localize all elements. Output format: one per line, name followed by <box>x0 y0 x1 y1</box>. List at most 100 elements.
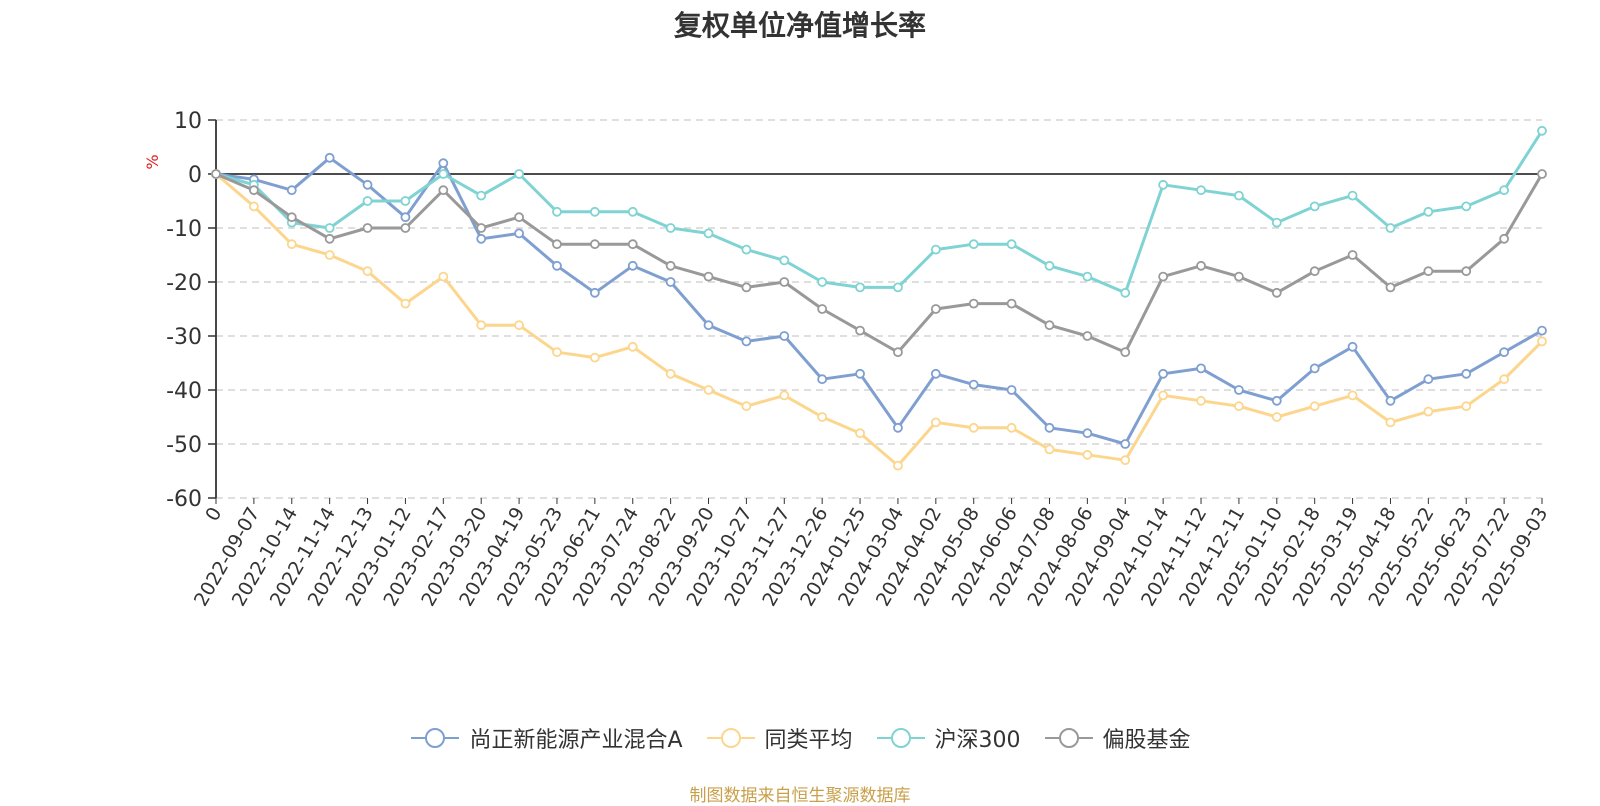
series-point <box>703 228 714 239</box>
legend-item[interactable]: 同类平均 <box>705 722 853 754</box>
series-point <box>1158 390 1169 401</box>
series-point <box>476 190 487 201</box>
legend-label: 同类平均 <box>764 728 853 753</box>
series-point <box>1347 190 1358 201</box>
series-point <box>1385 395 1396 406</box>
series-point <box>1347 341 1358 352</box>
series-point <box>930 368 941 379</box>
series-point <box>1006 298 1017 309</box>
series-point <box>286 239 297 250</box>
series-point <box>1499 233 1510 244</box>
x-tick-label: 0 <box>201 504 226 525</box>
series-point <box>211 169 221 179</box>
series-point <box>362 223 373 233</box>
series-point <box>514 212 524 223</box>
series-point <box>817 412 828 422</box>
y-tick-label: 0 <box>188 163 202 188</box>
y-axis-unit-label: % <box>143 154 162 169</box>
series-point <box>1347 250 1358 260</box>
series-point <box>1082 449 1093 460</box>
series-line <box>214 156 1544 446</box>
legend-label: 沪深300 <box>934 728 1021 753</box>
y-tick-label: -50 <box>166 433 202 458</box>
series-point <box>1082 271 1093 282</box>
series-point <box>514 169 524 179</box>
legend-marker-icon <box>1044 728 1093 748</box>
series-point <box>893 282 903 293</box>
series-point <box>1537 169 1547 179</box>
series-group <box>211 152 1547 449</box>
series-point <box>1309 363 1320 374</box>
series-point <box>855 325 865 336</box>
series-point <box>627 260 638 271</box>
series-point <box>1006 239 1017 250</box>
series-point <box>248 201 259 212</box>
series-point <box>627 206 638 217</box>
series-point <box>438 169 449 179</box>
series-point <box>1309 266 1320 277</box>
series-point <box>324 223 335 233</box>
series-point <box>1385 417 1396 428</box>
legend-marker-circle <box>720 728 741 748</box>
series-point <box>1461 401 1472 412</box>
series-point <box>1120 439 1131 449</box>
series-point <box>1423 266 1434 277</box>
series-point <box>930 304 941 314</box>
series-point <box>1271 412 1282 422</box>
series-point <box>1234 385 1244 395</box>
legend-marker-circle <box>425 728 446 748</box>
y-tick-label: -20 <box>166 271 202 296</box>
series-point <box>552 347 562 358</box>
series-point <box>1120 287 1131 298</box>
series-point <box>286 212 297 223</box>
series-point <box>1234 271 1244 282</box>
series-point <box>703 271 714 282</box>
series-point <box>1196 185 1206 196</box>
legend-item[interactable]: 偏股基金 <box>1043 722 1191 754</box>
series-point <box>1309 401 1320 412</box>
series-point <box>1499 185 1510 196</box>
series-point <box>1309 201 1320 212</box>
series-line <box>214 129 1544 295</box>
series-point <box>1044 422 1055 433</box>
series-point <box>400 196 411 206</box>
series-point <box>930 244 941 255</box>
series-point <box>741 401 752 412</box>
series-point <box>741 282 752 293</box>
series-point <box>1120 455 1131 466</box>
legend-marker-circle <box>1058 728 1079 748</box>
series-point <box>324 152 335 163</box>
series-point <box>779 390 790 401</box>
series-point <box>1006 385 1017 395</box>
series-group <box>211 125 1547 298</box>
series-point <box>589 352 600 363</box>
series-point <box>1044 320 1055 331</box>
series-point <box>1461 201 1472 212</box>
series-point <box>1044 260 1055 271</box>
legend-marker-circle <box>890 728 911 748</box>
legend-label: 偏股基金 <box>1102 728 1191 753</box>
series-point <box>1499 374 1510 385</box>
series-point <box>627 341 638 352</box>
y-tick-label: -60 <box>166 487 202 512</box>
series-point <box>1044 444 1055 455</box>
series-point <box>1234 401 1244 412</box>
series-group <box>211 169 1547 358</box>
legend-item[interactable]: 尚正新能源产业混合A <box>409 722 683 754</box>
legend-marker-icon <box>411 728 460 748</box>
y-tick-label: -10 <box>166 217 202 242</box>
series-point <box>1158 179 1169 190</box>
series-point <box>514 320 524 331</box>
series-point <box>552 206 562 217</box>
series-point <box>1006 422 1017 433</box>
series-point <box>1537 336 1547 347</box>
series-point <box>514 228 524 239</box>
series-point <box>400 223 411 233</box>
series-point <box>476 233 487 244</box>
series-point <box>1082 331 1093 341</box>
series-point <box>1423 206 1434 217</box>
series-point <box>968 379 979 390</box>
series-line <box>214 172 1544 468</box>
legend-item[interactable]: 沪深300 <box>875 722 1021 754</box>
series-point <box>703 320 714 331</box>
